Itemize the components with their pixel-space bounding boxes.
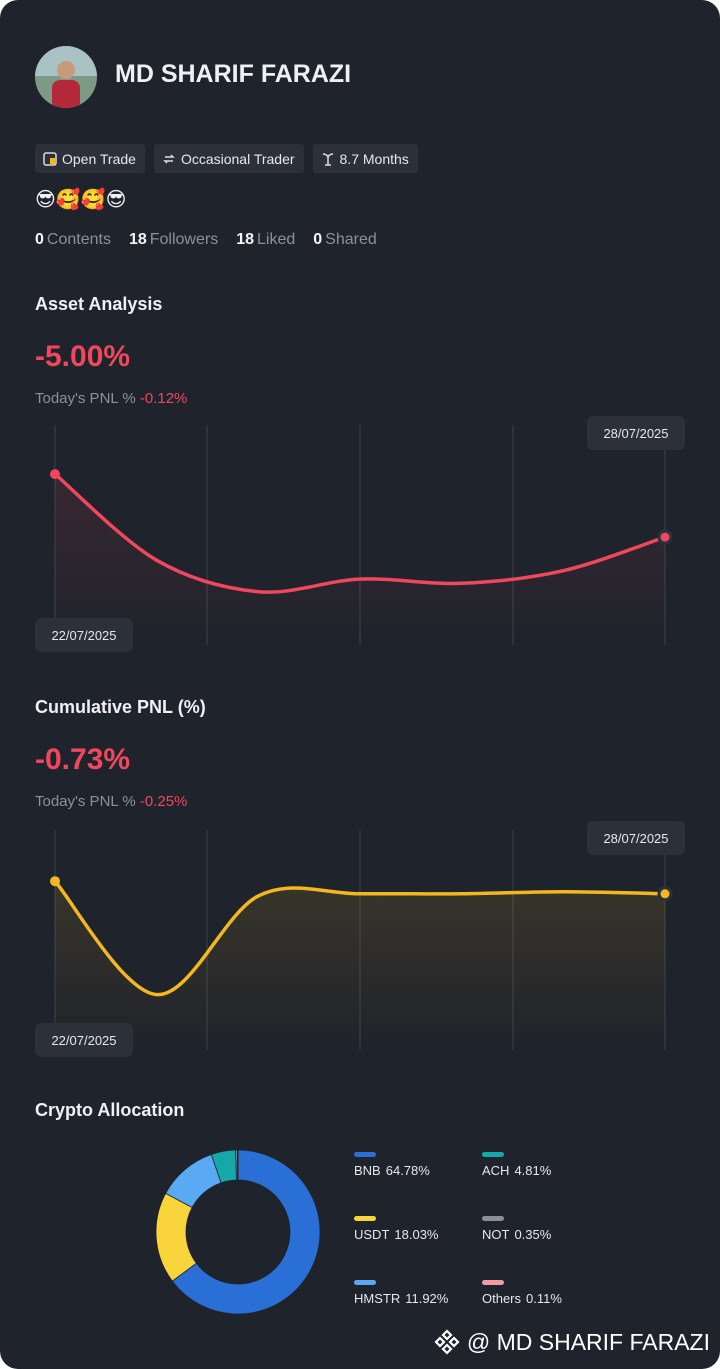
subtitle: Today's PNL % -0.12% (35, 390, 187, 407)
stat-count: 18 (236, 231, 255, 248)
legend-entry: NOT 0.35% (482, 1227, 552, 1242)
stat-label: Contents (46, 231, 111, 248)
section-title: Cumulative PNL (%) (35, 697, 206, 717)
line (53, 472, 666, 594)
point (50, 876, 60, 887)
date-pill (587, 416, 685, 450)
tag-icon (163, 153, 175, 164)
legend-value: 4.81% (514, 1163, 551, 1178)
stat-count: 0 (313, 231, 323, 248)
legend-name: USDT (354, 1227, 389, 1242)
tag-text: Occasional Trader (180, 150, 295, 167)
subtitle-label: Today's PNL % (35, 390, 136, 407)
tag: Occasional Trader (153, 144, 304, 173)
area (55, 881, 665, 1050)
footer: @ MD SHARIF FARAZI (433, 1328, 710, 1356)
tag-icon (43, 151, 57, 166)
legend-name: BNB (354, 1163, 381, 1178)
section-title: Crypto Allocation (35, 1100, 185, 1120)
tag-text: Open Trade (62, 150, 136, 167)
stat: 0 Contents (35, 231, 111, 249)
legend-value: 64.78% (386, 1163, 431, 1178)
point (50, 469, 60, 480)
stat-label: Liked (257, 231, 296, 248)
donut-slice (237, 1149, 239, 1181)
date-label: 22/07/2025 (51, 1033, 116, 1048)
subtitle-label: Today's PNL % (35, 793, 136, 810)
legend-swatch (354, 1280, 376, 1285)
date-label: 28/07/2025 (603, 426, 668, 441)
date-pill (587, 821, 685, 855)
legend-value: 18.03% (394, 1227, 439, 1242)
emoji-status: 😎🥰🥰😎 (35, 187, 127, 211)
legend-entry: Others 0.11% (482, 1291, 562, 1306)
stat-count: 18 (128, 231, 147, 248)
profile-name: MD SHARIF FARAZI (115, 60, 352, 88)
avatar (35, 46, 97, 108)
subtitle: Today's PNL % -0.25% (35, 793, 187, 810)
stats: 0 Contents 18 Followers 18 Liked 0 Shared (35, 231, 377, 249)
date-pill (35, 618, 133, 652)
tag-text: 8.7 Months (339, 150, 409, 167)
legend-name: Others (482, 1291, 522, 1306)
footer-text: @ MD SHARIF FARAZI (466, 1328, 710, 1355)
area (55, 474, 665, 645)
subtitle-value: -0.12% (139, 390, 188, 407)
tag-list: Open Trade Occasional Trader 8.7 Months (35, 144, 418, 173)
legend-swatch (354, 1152, 376, 1157)
legend-entry: HMSTR 11.92% (354, 1291, 449, 1306)
legend-swatch (354, 1216, 376, 1221)
legend-entry: ACH 4.81% (482, 1163, 552, 1178)
headline-value: -0.73% (35, 743, 131, 776)
donut-slice (171, 1149, 321, 1315)
legend-value: 11.92% (405, 1291, 449, 1306)
stat: 18 Followers (129, 231, 218, 249)
date-label: 22/07/2025 (51, 628, 116, 643)
line-chart: 22/07/2025 28/07/2025 (35, 821, 685, 1057)
tag-icon (322, 152, 333, 166)
section-title: Asset Analysis (35, 294, 163, 314)
legend-name: ACH (482, 1163, 509, 1178)
legend-name: NOT (482, 1227, 510, 1242)
stat-label: Followers (149, 231, 219, 248)
stat-count: 0 (35, 231, 44, 248)
subtitle-value: -0.25% (139, 793, 188, 810)
stat-label: Shared (325, 231, 377, 248)
line (53, 880, 666, 997)
donut-chart: BNB 64.78% USDT 18.03% HMSTR 11.92% ACH 4.81% NO… (155, 1149, 562, 1315)
stat: 18 Liked (236, 231, 295, 249)
stat: 0 Shared (313, 231, 377, 249)
legend-entry: BNB 64.78% (354, 1163, 430, 1178)
date-pill (35, 1023, 133, 1057)
legend-entry: USDT 18.03% (354, 1227, 439, 1242)
binance-logo (434, 1329, 460, 1355)
date-label: 28/07/2025 (603, 831, 668, 846)
legend-swatch (482, 1280, 504, 1285)
tag: Open Trade (35, 144, 145, 173)
point (657, 529, 673, 545)
legend-value: 0.11% (526, 1291, 562, 1306)
legend-value: 0.35% (514, 1227, 551, 1242)
headline-value: -5.00% (35, 340, 131, 373)
legend-swatch (482, 1152, 504, 1157)
line-chart: 22/07/2025 28/07/2025 (35, 416, 685, 652)
tag: 8.7 Months (312, 144, 418, 173)
point (657, 886, 673, 902)
legend-swatch (482, 1216, 504, 1221)
legend-name: HMSTR (354, 1291, 400, 1306)
